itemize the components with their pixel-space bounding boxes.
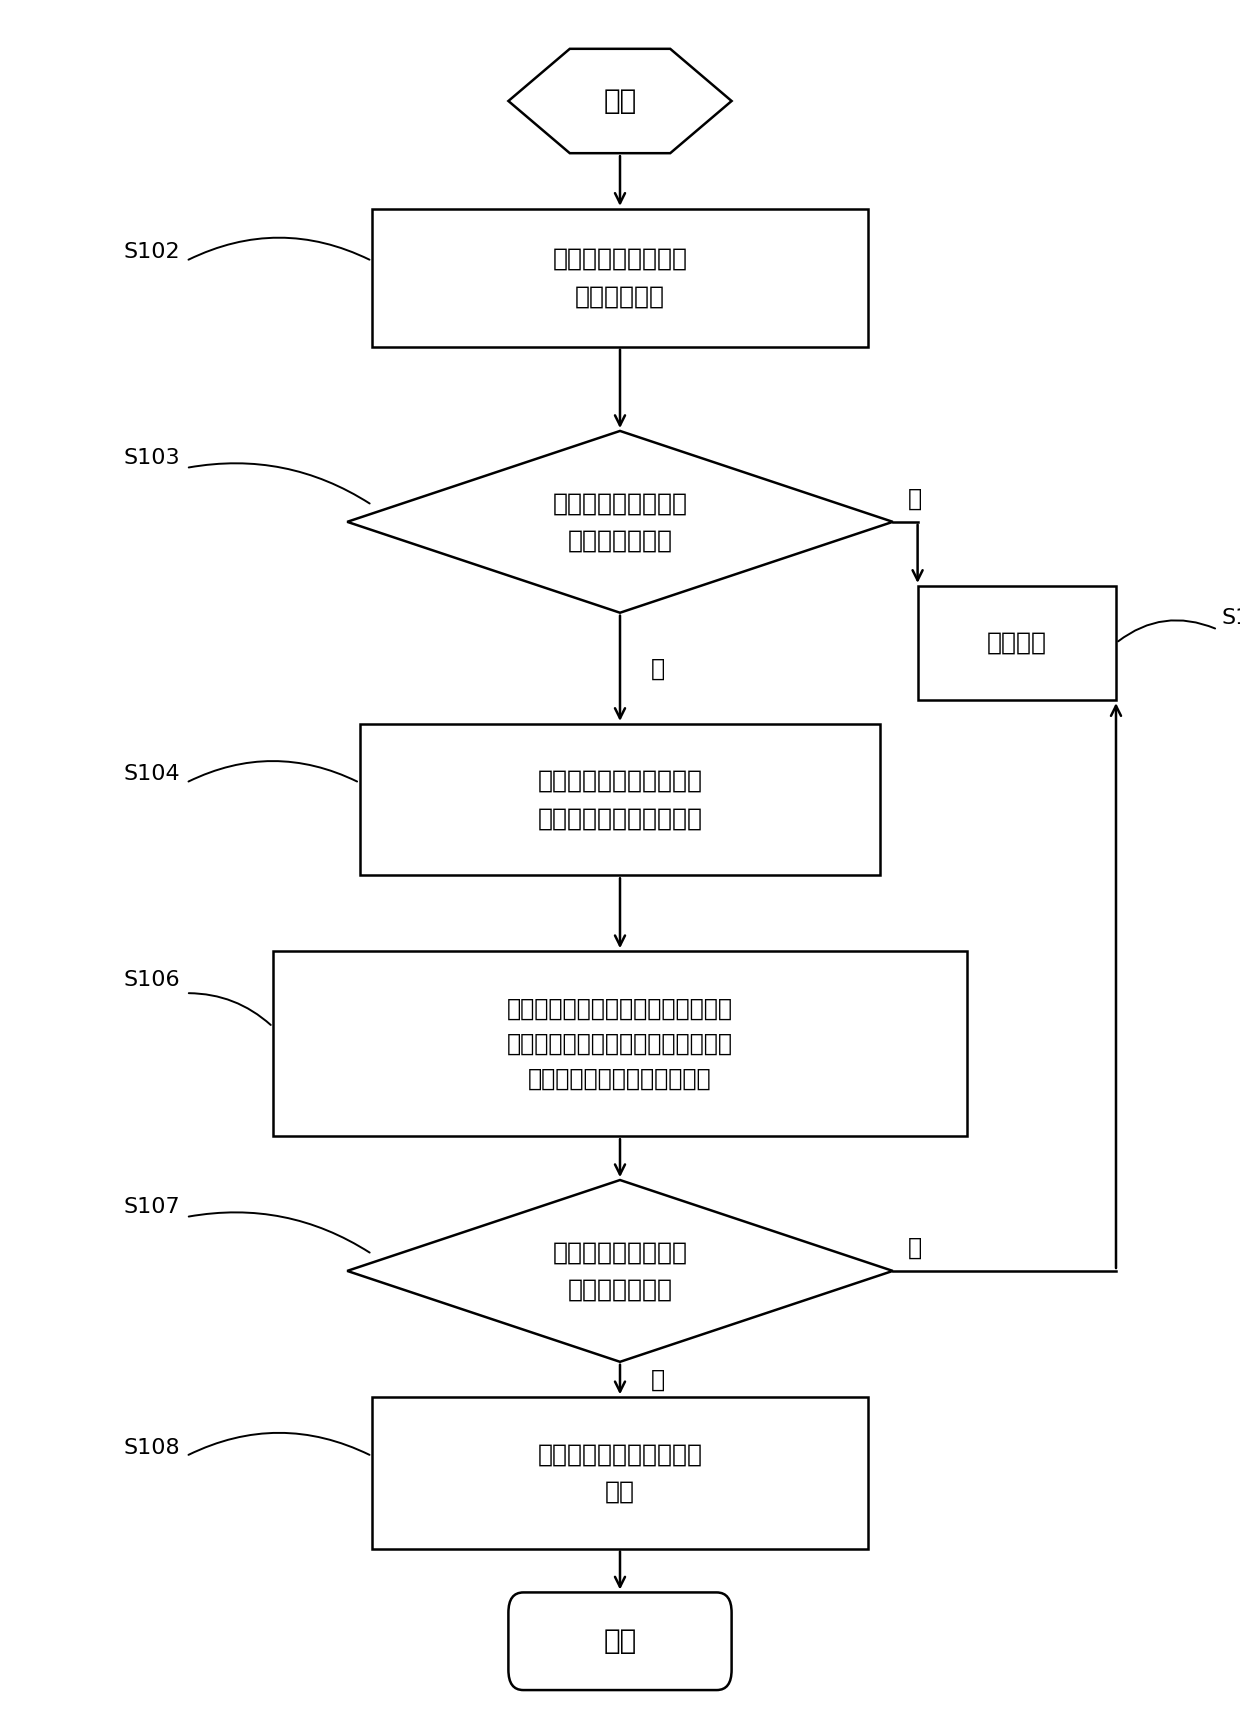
Polygon shape (508, 48, 732, 153)
Text: 否: 否 (908, 486, 921, 510)
Text: 是: 是 (651, 656, 665, 680)
FancyBboxPatch shape (372, 1398, 868, 1549)
Polygon shape (347, 1180, 893, 1362)
FancyBboxPatch shape (360, 725, 880, 876)
Text: 是: 是 (651, 1367, 665, 1391)
Text: S104: S104 (123, 764, 180, 785)
Text: 否: 否 (908, 1235, 921, 1259)
FancyBboxPatch shape (372, 209, 868, 347)
Text: S108: S108 (123, 1437, 180, 1458)
Text: 记录显示所述第二弹性模
量值: 记录显示所述第二弹性模 量值 (537, 1442, 703, 1504)
Text: 标记为待测样品，并记录
显示所述第一弹性模量值: 标记为待测样品，并记录 显示所述第一弹性模量值 (537, 769, 703, 831)
Text: 结束: 结束 (604, 1628, 636, 1655)
Text: S106: S106 (123, 970, 180, 989)
Text: S107: S107 (123, 1197, 180, 1217)
Text: 常温下测量弹簧的第
一弹性模量值: 常温下测量弹簧的第 一弹性模量值 (553, 247, 687, 309)
Text: 报警显示: 报警显示 (987, 632, 1047, 654)
Text: S105: S105 (1221, 608, 1240, 628)
Text: 在预定时间内使弹簧承受预定高温或
同时承受预定高度和预定压力，常温
后测量弹簧的第二弹性模量值: 在预定时间内使弹簧承受预定高温或 同时承受预定高度和预定压力，常温 后测量弹簧的… (507, 996, 733, 1090)
Text: 判断第一弹性模量值
是否大于预定值: 判断第一弹性模量值 是否大于预定值 (553, 491, 687, 553)
Text: S102: S102 (123, 242, 180, 263)
Text: 开始: 开始 (604, 88, 636, 115)
Text: S103: S103 (123, 448, 180, 467)
Text: 判断第二弹性模量值
是否大于预定值: 判断第二弹性模量值 是否大于预定值 (553, 1240, 687, 1301)
Polygon shape (347, 431, 893, 613)
FancyBboxPatch shape (508, 1592, 732, 1690)
FancyBboxPatch shape (918, 585, 1116, 701)
FancyBboxPatch shape (273, 951, 967, 1137)
